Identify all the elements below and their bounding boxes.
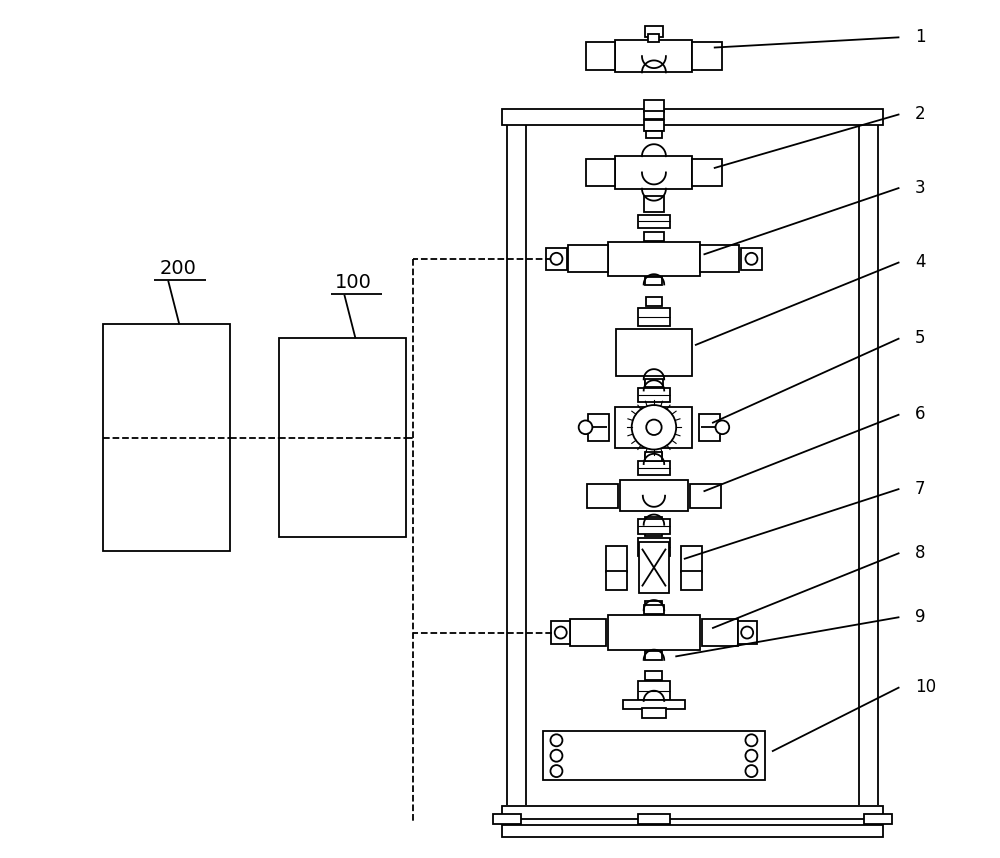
Bar: [608, 615, 700, 650]
Bar: [588, 414, 609, 441]
Bar: [615, 407, 692, 448]
Circle shape: [579, 420, 592, 434]
Bar: [645, 517, 662, 526]
Bar: [638, 214, 670, 227]
Text: 6: 6: [915, 406, 925, 424]
Text: 2: 2: [915, 106, 925, 124]
Bar: [692, 42, 722, 69]
Circle shape: [550, 750, 562, 762]
Bar: [502, 806, 883, 819]
Text: 4: 4: [915, 253, 925, 271]
Bar: [570, 619, 606, 646]
Bar: [638, 538, 670, 557]
Bar: [738, 621, 757, 644]
Bar: [700, 245, 739, 273]
Circle shape: [745, 734, 757, 746]
Bar: [568, 245, 608, 273]
Bar: [681, 547, 702, 571]
Bar: [638, 388, 670, 402]
Bar: [864, 814, 892, 825]
Bar: [645, 381, 662, 391]
Bar: [103, 324, 230, 551]
Circle shape: [716, 420, 729, 434]
Text: 10: 10: [915, 679, 936, 697]
Bar: [645, 455, 662, 465]
Bar: [586, 159, 615, 186]
Circle shape: [632, 405, 676, 450]
Circle shape: [550, 734, 562, 746]
Bar: [638, 307, 670, 326]
Circle shape: [550, 253, 562, 265]
Bar: [642, 708, 666, 718]
Bar: [645, 378, 663, 387]
Bar: [502, 109, 883, 124]
Bar: [741, 248, 762, 270]
Circle shape: [745, 253, 757, 265]
Bar: [645, 528, 662, 536]
Text: 5: 5: [915, 329, 925, 347]
Bar: [620, 480, 688, 511]
Bar: [645, 26, 663, 37]
Text: 9: 9: [915, 608, 925, 626]
Bar: [646, 297, 662, 305]
Bar: [648, 34, 659, 42]
Bar: [645, 452, 662, 461]
Bar: [623, 700, 685, 709]
Bar: [608, 242, 700, 276]
Bar: [546, 248, 567, 270]
Bar: [279, 338, 406, 537]
Bar: [551, 621, 570, 644]
Bar: [502, 825, 883, 837]
Bar: [644, 605, 664, 613]
Bar: [606, 571, 627, 589]
Text: 8: 8: [915, 544, 925, 562]
Bar: [645, 671, 662, 680]
Bar: [606, 547, 627, 571]
Bar: [699, 414, 720, 441]
Text: 200: 200: [159, 259, 196, 278]
Bar: [543, 731, 765, 781]
Bar: [638, 814, 670, 825]
Bar: [646, 131, 662, 138]
Bar: [644, 233, 664, 241]
Bar: [645, 651, 662, 660]
Text: 3: 3: [915, 178, 925, 196]
Bar: [690, 484, 721, 508]
Bar: [692, 159, 722, 186]
Bar: [493, 814, 521, 825]
Bar: [615, 156, 692, 189]
Text: 7: 7: [915, 480, 925, 498]
Bar: [644, 120, 664, 130]
Bar: [681, 571, 702, 589]
Bar: [638, 519, 670, 535]
Circle shape: [646, 420, 662, 435]
Bar: [615, 39, 692, 72]
Bar: [639, 542, 669, 593]
Bar: [644, 100, 664, 112]
Circle shape: [550, 765, 562, 777]
Bar: [644, 111, 664, 119]
Circle shape: [745, 750, 757, 762]
Bar: [638, 462, 670, 475]
Bar: [587, 484, 618, 508]
Bar: [644, 196, 664, 212]
Circle shape: [745, 765, 757, 777]
Bar: [638, 681, 670, 700]
Bar: [616, 329, 692, 376]
Bar: [702, 619, 738, 646]
Bar: [645, 601, 662, 611]
Circle shape: [555, 626, 567, 638]
Text: 100: 100: [335, 273, 372, 293]
Circle shape: [741, 626, 753, 638]
Bar: [645, 277, 662, 286]
Text: 1: 1: [915, 28, 925, 46]
Bar: [586, 42, 615, 69]
